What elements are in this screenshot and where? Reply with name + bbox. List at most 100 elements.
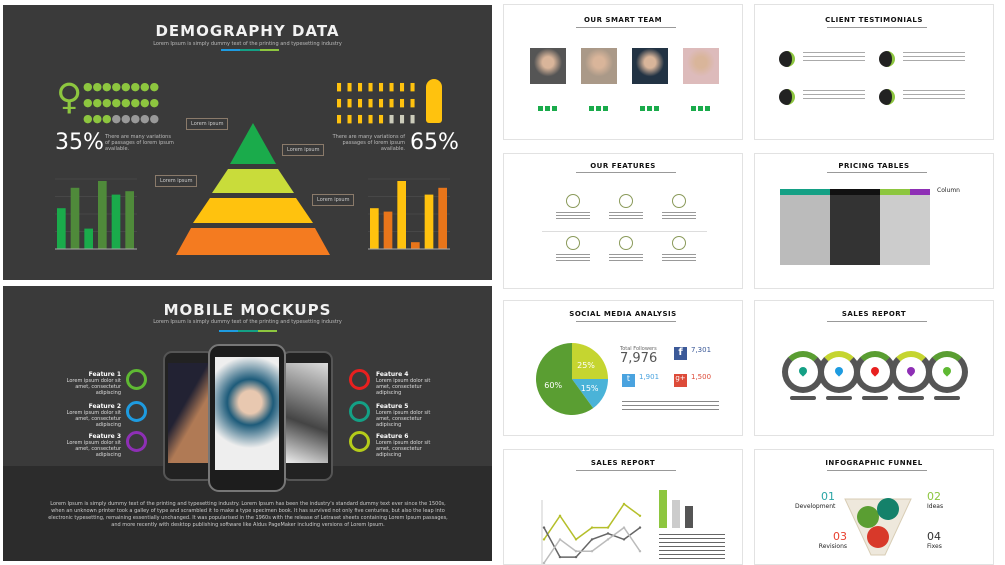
ring-label [862, 396, 888, 400]
person-icon: ▮ [357, 80, 363, 93]
title-underline [827, 27, 927, 28]
person-icon: ▮ [409, 96, 416, 109]
pie-label: 15% [581, 384, 599, 393]
slide-subtitle: Lorem Ipsum is simply dummy text of the … [153, 319, 342, 325]
person-icon-lightgray [672, 500, 680, 528]
funnel-step: 01 Development [795, 490, 835, 510]
funnel-step: 02 Ideas [927, 490, 967, 510]
feature-item[interactable]: Feature 1 Lorem ipsum dolor sit amet, con… [53, 371, 121, 396]
step-number: 02 [927, 490, 941, 503]
funnel-step: 04 Fixes [927, 530, 967, 550]
facebook-count: 7,301 [691, 346, 712, 354]
person-icon: ● [83, 80, 93, 93]
slide-funnel[interactable]: INFOGRAPHIC FUNNEL 01 Development 02 Ideas 0… [754, 449, 994, 565]
person-icon: ● [121, 80, 131, 93]
slide-demography[interactable]: DEMOGRAPHY DATA Lorem Ipsum is simply du… [3, 5, 492, 280]
phone-screen-photo [215, 357, 279, 470]
social-icons[interactable] [640, 106, 660, 111]
person-icon: ▮ [336, 96, 342, 109]
person-icon: ▮ [357, 112, 363, 125]
title-underline [827, 321, 927, 322]
data-point [574, 550, 578, 553]
funnel-drop-green [857, 506, 879, 528]
twitter-icon: t [622, 374, 635, 387]
client-avatar [779, 89, 795, 105]
feature-label: Feature 4 [376, 371, 409, 378]
bar [424, 194, 434, 249]
slide-team[interactable]: OUR SMART TEAM [503, 4, 743, 140]
person-icon: ● [92, 112, 103, 125]
feature-icon [566, 194, 580, 208]
slide-sales-rings[interactable]: SALES REPORT [754, 300, 994, 436]
funnel-drop-red [867, 526, 889, 548]
slide-testimonials[interactable]: CLIENT TESTIMONIALS [754, 4, 994, 140]
feature-item[interactable]: Feature 3 Lorem ipsum dolor sit amet, con… [53, 433, 121, 458]
ring-label [934, 396, 960, 400]
person-icon: ● [140, 80, 150, 93]
data-point [542, 561, 546, 564]
person-icon: ▮ [367, 112, 374, 125]
pyramid-label: Lorem ipsum [155, 175, 198, 187]
feature-label: Feature 3 [88, 433, 121, 440]
phone-right [281, 351, 333, 481]
person-icon: ▮ [378, 80, 384, 93]
facebook-icon: f [674, 347, 687, 360]
feature-text [556, 212, 590, 220]
feature-item[interactable]: Feature 4 Lorem ipsum dolor sit amet, con… [376, 371, 444, 396]
pyramid-label: Lorem ipsum [186, 118, 229, 130]
bar [98, 181, 107, 249]
person-icon: ● [130, 80, 141, 93]
team-member-photo [581, 48, 617, 84]
pie-slice [536, 343, 594, 415]
person-icon: ● [83, 112, 93, 125]
data-point [558, 538, 562, 541]
feature-item[interactable]: Feature 2 Lorem ipsum dolor sit amet, con… [53, 403, 121, 428]
body-text: Lorem Ipsum is simply dummy text of the … [48, 501, 448, 528]
slide-pricing[interactable]: PRICING TABLES Column [754, 153, 994, 289]
social-icons[interactable] [538, 106, 558, 111]
slide-sales-lines[interactable]: SALES REPORT [503, 449, 743, 565]
bar [70, 187, 80, 249]
pyramid [176, 123, 330, 255]
title-underline [576, 172, 676, 173]
pyramid-tier-1 [230, 123, 276, 164]
person-icon: ● [121, 96, 131, 109]
step-number: 01 [821, 490, 835, 503]
person-icon: ▮ [357, 96, 363, 109]
team-member-photo [683, 48, 719, 84]
phone-center [208, 344, 286, 492]
slide-features[interactable]: OUR FEATURES [503, 153, 743, 289]
social-icons[interactable] [691, 106, 711, 111]
feature-text: Lorem ipsum dolor sit amet, consectetur … [376, 410, 431, 428]
pie-slice [572, 343, 608, 379]
social-icons[interactable] [589, 106, 609, 111]
feature-text [609, 212, 643, 220]
bar [84, 228, 93, 249]
male-icon [426, 79, 442, 123]
person-icon: ▮ [388, 96, 395, 109]
social-pie-chart: 25% 15% 60% [536, 343, 608, 415]
male-people-grid: ▮ ▮ ▮ ▮ ▮ ▮ ▮ ▮ ▮ ▮ ▮ ▮ ▮ ▮ ▮ ▮ ▮ ▮ ▮ ▮ ▮ ▮ ▮ ▮ [336, 79, 420, 127]
step-label: Ideas [927, 503, 944, 510]
divider [542, 231, 707, 232]
slide-title: CLIENT TESTIMONIALS [825, 16, 923, 24]
slide-social-media[interactable]: SOCIAL MEDIA ANALYSIS 25% 15% 60% Total Fo… [503, 300, 743, 436]
pie-slice [572, 379, 608, 409]
female-desc: There are many variations of passages of… [105, 134, 174, 152]
title-underline [576, 27, 676, 28]
feature-text: Lorem ipsum dolor sit amet, consectetur … [66, 440, 121, 458]
slide-title: INFOGRAPHIC FUNNEL [825, 459, 923, 467]
person-icon: ▮ [346, 96, 353, 109]
slide-title: MOBILE MOCKUPS [163, 301, 332, 319]
mail-icon [349, 369, 370, 390]
title-accent-bar [221, 49, 279, 51]
feature-label: Feature 6 [376, 433, 409, 440]
slide-subtitle: Lorem Ipsum is simply dummy text of the … [153, 41, 342, 47]
target-icon [126, 431, 147, 452]
googleplus-icon: g+ [674, 374, 687, 387]
step-label: Revisions [818, 543, 847, 550]
slide-mobile-mockups[interactable]: MOBILE MOCKUPS Lorem Ipsum is simply dum… [3, 286, 492, 561]
feature-item[interactable]: Feature 5 Lorem ipsum dolor sit amet, con… [376, 403, 444, 428]
feature-item[interactable]: Feature 6 Lorem ipsum dolor sit amet, con… [376, 433, 444, 458]
person-icon: ▮ [367, 80, 374, 93]
